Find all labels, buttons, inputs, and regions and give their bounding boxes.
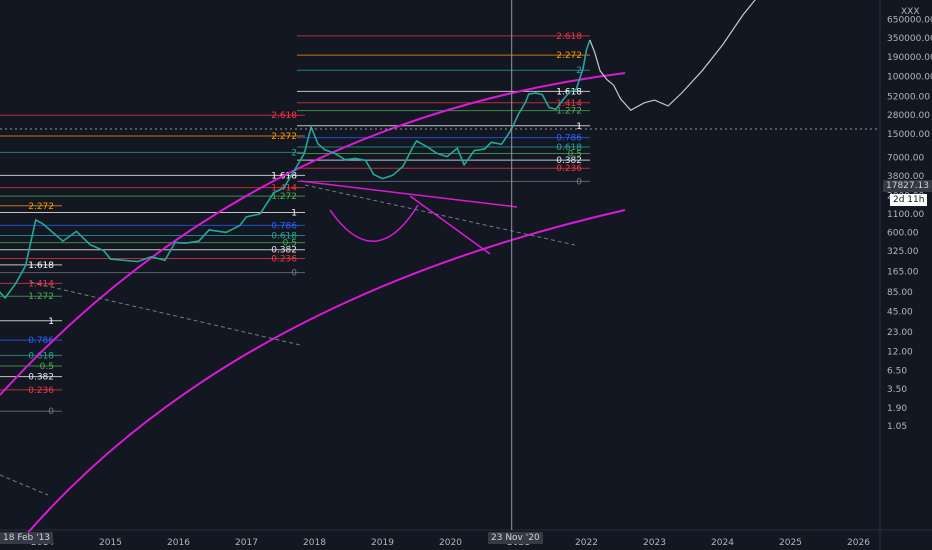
- x-tick-label: 2015: [99, 538, 122, 548]
- fib-2018-level-label: 0.5: [568, 150, 582, 160]
- fib-2015-level-label: 1: [291, 209, 297, 219]
- y-tick-label: 28000.00: [887, 111, 930, 121]
- guide-2013-dashed: [0, 474, 49, 496]
- projection-path: [589, 0, 756, 111]
- y-tick-label: 600.00: [887, 228, 919, 238]
- fib-2018-level-label: 1.414: [556, 99, 582, 109]
- crosshair-date-label: 23 Nov '20: [488, 532, 543, 544]
- fib-2013-level-label: 0.5: [40, 362, 54, 372]
- y-tick-label: 52000.00: [887, 92, 930, 102]
- fib-2018-level-label: 1.272: [556, 107, 582, 117]
- y-tick-label: 23.00: [887, 328, 913, 338]
- y-tick-label: 3800.00: [887, 172, 924, 182]
- y-tick-label: 15000.00: [887, 130, 930, 140]
- first-date-label: 18 Feb '13: [0, 532, 54, 544]
- cup-curve: [329, 204, 419, 242]
- y-tick-label: 6.50: [887, 366, 907, 376]
- fib-2015-level-label: 0.786: [271, 221, 297, 231]
- x-tick-label: 2020: [439, 538, 462, 548]
- y-tick-label: 1.05: [887, 422, 907, 432]
- x-tick-label: 2018: [303, 538, 326, 548]
- y-tick-label: 45.00: [887, 307, 913, 317]
- fib-2013-level-label: 0.786: [28, 336, 54, 346]
- fib-2018-level-label: 0.236: [556, 164, 582, 174]
- y-tick-label: 1.90: [887, 404, 907, 414]
- x-tick-label: 2025: [779, 538, 802, 548]
- x-tick-label: 2019: [371, 538, 394, 548]
- fib-2018-level-label: 2.618: [556, 32, 582, 42]
- fib-2018-level-label: 0.786: [556, 134, 582, 144]
- y-tick-label: 190000.00: [887, 53, 932, 63]
- symbol-label: XXX: [901, 7, 920, 17]
- fib-2013-level-label: 1.272: [28, 292, 54, 302]
- fib-2015-level-label: 0.618: [271, 232, 297, 242]
- y-tick-label: 1100.00: [887, 210, 924, 220]
- fib-2015-level-label: 0.5: [283, 239, 297, 249]
- y-tick-label: 12.00: [887, 348, 913, 358]
- descending-trendline: [409, 195, 491, 255]
- fib-2015-level-label: 2.618: [271, 111, 297, 121]
- fib-2018-level-label: 0.618: [556, 143, 582, 153]
- x-tick-label: 2024: [711, 538, 734, 548]
- fib-2013-level-label: 0.236: [28, 386, 54, 396]
- fib-2018-level-label: 2.272: [556, 51, 582, 61]
- channel-upper-curve: [0, 72, 626, 396]
- y-tick-label: 100000.00: [887, 72, 932, 82]
- fib-2013-level-label: 2.272: [28, 202, 54, 212]
- fib-2015-level-label: 0.236: [271, 254, 297, 264]
- y-tick-label: 350000.00: [887, 34, 932, 44]
- fib-2018-level-label: 1: [576, 122, 582, 132]
- x-tick-label: 2016: [167, 538, 190, 548]
- y-tick-label: 85.00: [887, 288, 913, 298]
- fib-2013-level-label: 0: [48, 407, 54, 417]
- fib-2013-level-label: 1.618: [28, 261, 54, 271]
- fib-2013-level-label: 0.618: [28, 351, 54, 361]
- fib-2018-level-label: 0.382: [556, 156, 582, 166]
- x-tick-label: 2022: [575, 538, 598, 548]
- resistance-trendline: [299, 180, 518, 208]
- x-tick-label: 2026: [847, 538, 870, 548]
- price-series-line: [0, 39, 591, 300]
- countdown-label: 2d 11h: [890, 194, 928, 206]
- x-tick-label: 2017: [235, 538, 258, 548]
- fib-2015-level-label: 2.272: [271, 132, 297, 142]
- y-tick-label: 7000.00: [887, 153, 924, 163]
- fib-2018-level-label: 0: [576, 177, 582, 187]
- fib-2013-level-label: 0.382: [28, 373, 54, 383]
- fib-2013-level-label: 1.414: [28, 279, 54, 289]
- guide-2014-dashed: [29, 281, 301, 346]
- fib-2015-level-label: 0: [291, 269, 297, 279]
- x-tick-label: 2023: [643, 538, 666, 548]
- channel-lower-curve: [24, 209, 626, 537]
- fib-2015-level-label: 0.382: [271, 246, 297, 256]
- y-tick-label: 650000.00: [887, 15, 932, 25]
- y-tick-label: 3.50: [887, 385, 907, 395]
- fib-2013-level-label: 1: [48, 317, 54, 327]
- guide-2018-dashed: [304, 184, 576, 246]
- fib-2015-level-label: 2: [291, 148, 297, 158]
- y-tick-label: 165.00: [887, 268, 919, 278]
- fib-2018-level-label: 2: [576, 66, 582, 76]
- crosshair-price-label: 17827.13: [883, 180, 932, 192]
- y-tick-label: 325.00: [887, 247, 919, 257]
- fib-2015-level-label: 1.272: [271, 192, 297, 202]
- fib-2015-level-label: 1.414: [271, 184, 297, 194]
